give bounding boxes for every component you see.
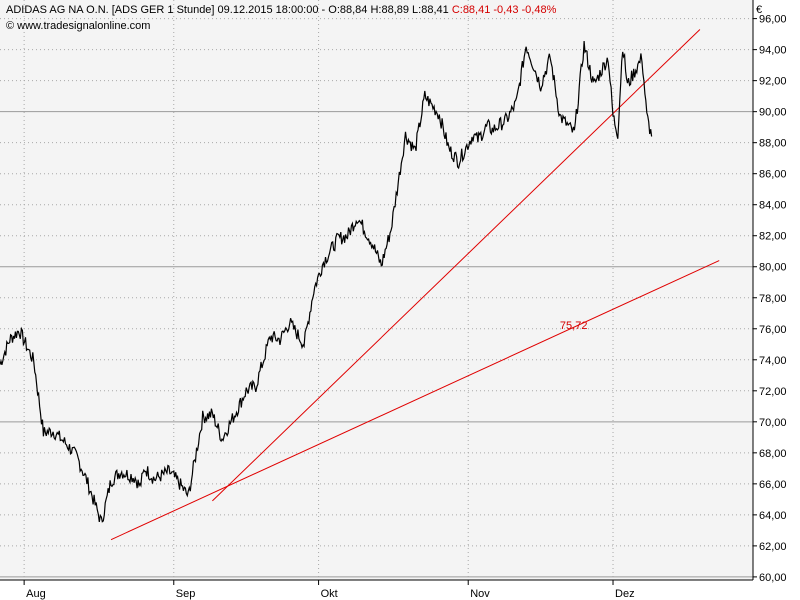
y-tick-label: 60,00	[759, 572, 787, 584]
x-tick-label: Dez	[615, 588, 635, 600]
interval: 1 Stunde]	[167, 4, 215, 16]
currency-label: €	[756, 4, 763, 16]
y-tick-label: 64,00	[759, 510, 787, 522]
y-tick-label: 88,00	[759, 138, 787, 150]
y-tick-label: 70,00	[759, 417, 787, 429]
y-tick-label: 96,00	[759, 14, 787, 26]
price-line	[0, 40, 653, 523]
annotations: 75,72	[560, 320, 588, 332]
y-axis: 60,00 62,00 64,00 66,00 68,00 70,00 72,00 74,00…	[752, 0, 787, 584]
y-tick-label: 90,00	[759, 107, 787, 119]
y-tick-label: 76,00	[759, 324, 787, 336]
x-tick-label: Nov	[470, 588, 490, 600]
y-tick-label: 92,00	[759, 76, 787, 88]
timestamp: 09.12.2015 18:00:00	[217, 4, 319, 16]
y-tick-label: 78,00	[759, 293, 787, 305]
chart-header: ADIDAS AG NA O.N. [ADS GER 1 Stunde] 09.…	[6, 4, 556, 16]
plot-area	[0, 0, 753, 580]
grid	[0, 0, 753, 580]
y-tick-label: 72,00	[759, 386, 787, 398]
y-tick-label: 80,00	[759, 262, 787, 274]
price-series	[0, 40, 653, 523]
y-tick-label: 66,00	[759, 479, 787, 491]
y-tick-label: 68,00	[759, 448, 787, 460]
trendline	[110, 260, 720, 541]
x-tick-label: Aug	[26, 588, 46, 600]
y-tick-label: 94,00	[759, 45, 787, 57]
y-tick-label: 62,00	[759, 541, 787, 553]
trendline	[212, 29, 701, 502]
y-tick-label: 84,00	[759, 200, 787, 212]
y-tick-label: 74,00	[759, 355, 787, 367]
y-tick-label: 86,00	[759, 169, 787, 181]
trendline-value-label: 75,72	[560, 320, 588, 332]
close-change: C:88,41 -0,43 -0,48%	[451, 4, 557, 16]
instrument-name: ADIDAS AG NA O.N. [ADS GER	[6, 4, 165, 16]
x-tick-label: Sep	[176, 588, 196, 600]
x-axis: Aug Sep Okt Nov Dez	[0, 579, 753, 600]
y-tick-label: 82,00	[759, 231, 787, 243]
ohl-values: - O:88,84 H:88,89 L:88,41	[321, 4, 449, 16]
x-tick-label: Okt	[321, 588, 338, 600]
source-credit: © www.tradesignalonline.com	[6, 20, 151, 32]
trendlines	[110, 29, 720, 541]
